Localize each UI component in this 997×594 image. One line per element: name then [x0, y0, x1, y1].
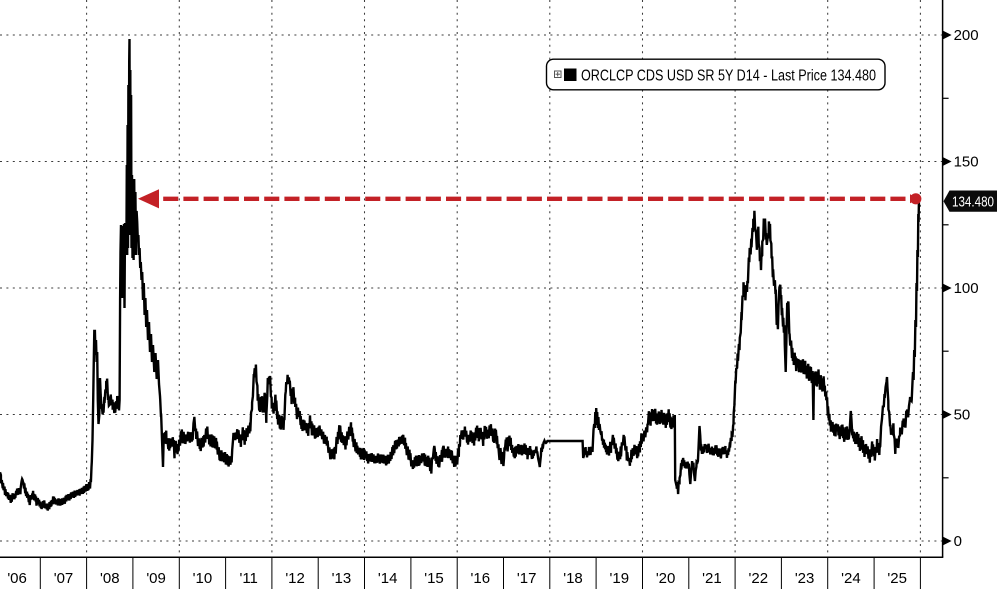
svg-text:ORCLCP CDS USD SR 5Y D14 - Las: ORCLCP CDS USD SR 5Y D14 - Last Price 13…	[581, 68, 876, 85]
svg-text:'08: '08	[100, 570, 120, 587]
svg-text:'24: '24	[841, 570, 861, 587]
svg-text:'15: '15	[424, 570, 444, 587]
svg-text:'17: '17	[517, 570, 537, 587]
svg-text:'21: '21	[702, 570, 722, 587]
svg-text:100: 100	[954, 280, 979, 297]
svg-text:200: 200	[954, 27, 979, 44]
svg-text:'13: '13	[332, 570, 352, 587]
svg-text:150: 150	[954, 154, 979, 171]
svg-text:'22: '22	[749, 570, 769, 587]
svg-text:'19: '19	[610, 570, 630, 587]
svg-text:0: 0	[954, 533, 962, 550]
svg-text:134.480: 134.480	[952, 195, 994, 211]
svg-text:50: 50	[954, 407, 971, 424]
svg-text:'06: '06	[7, 570, 27, 587]
svg-text:'11: '11	[239, 570, 257, 587]
svg-text:'14: '14	[378, 570, 398, 587]
svg-text:'12: '12	[285, 570, 305, 587]
svg-text:'09: '09	[146, 570, 166, 587]
svg-text:'10: '10	[193, 570, 213, 587]
svg-text:'20: '20	[656, 570, 676, 587]
svg-text:'18: '18	[563, 570, 583, 587]
svg-text:'07: '07	[54, 570, 74, 587]
svg-text:'23: '23	[795, 570, 815, 587]
svg-text:'25: '25	[887, 570, 907, 587]
svg-text:'16: '16	[471, 570, 491, 587]
